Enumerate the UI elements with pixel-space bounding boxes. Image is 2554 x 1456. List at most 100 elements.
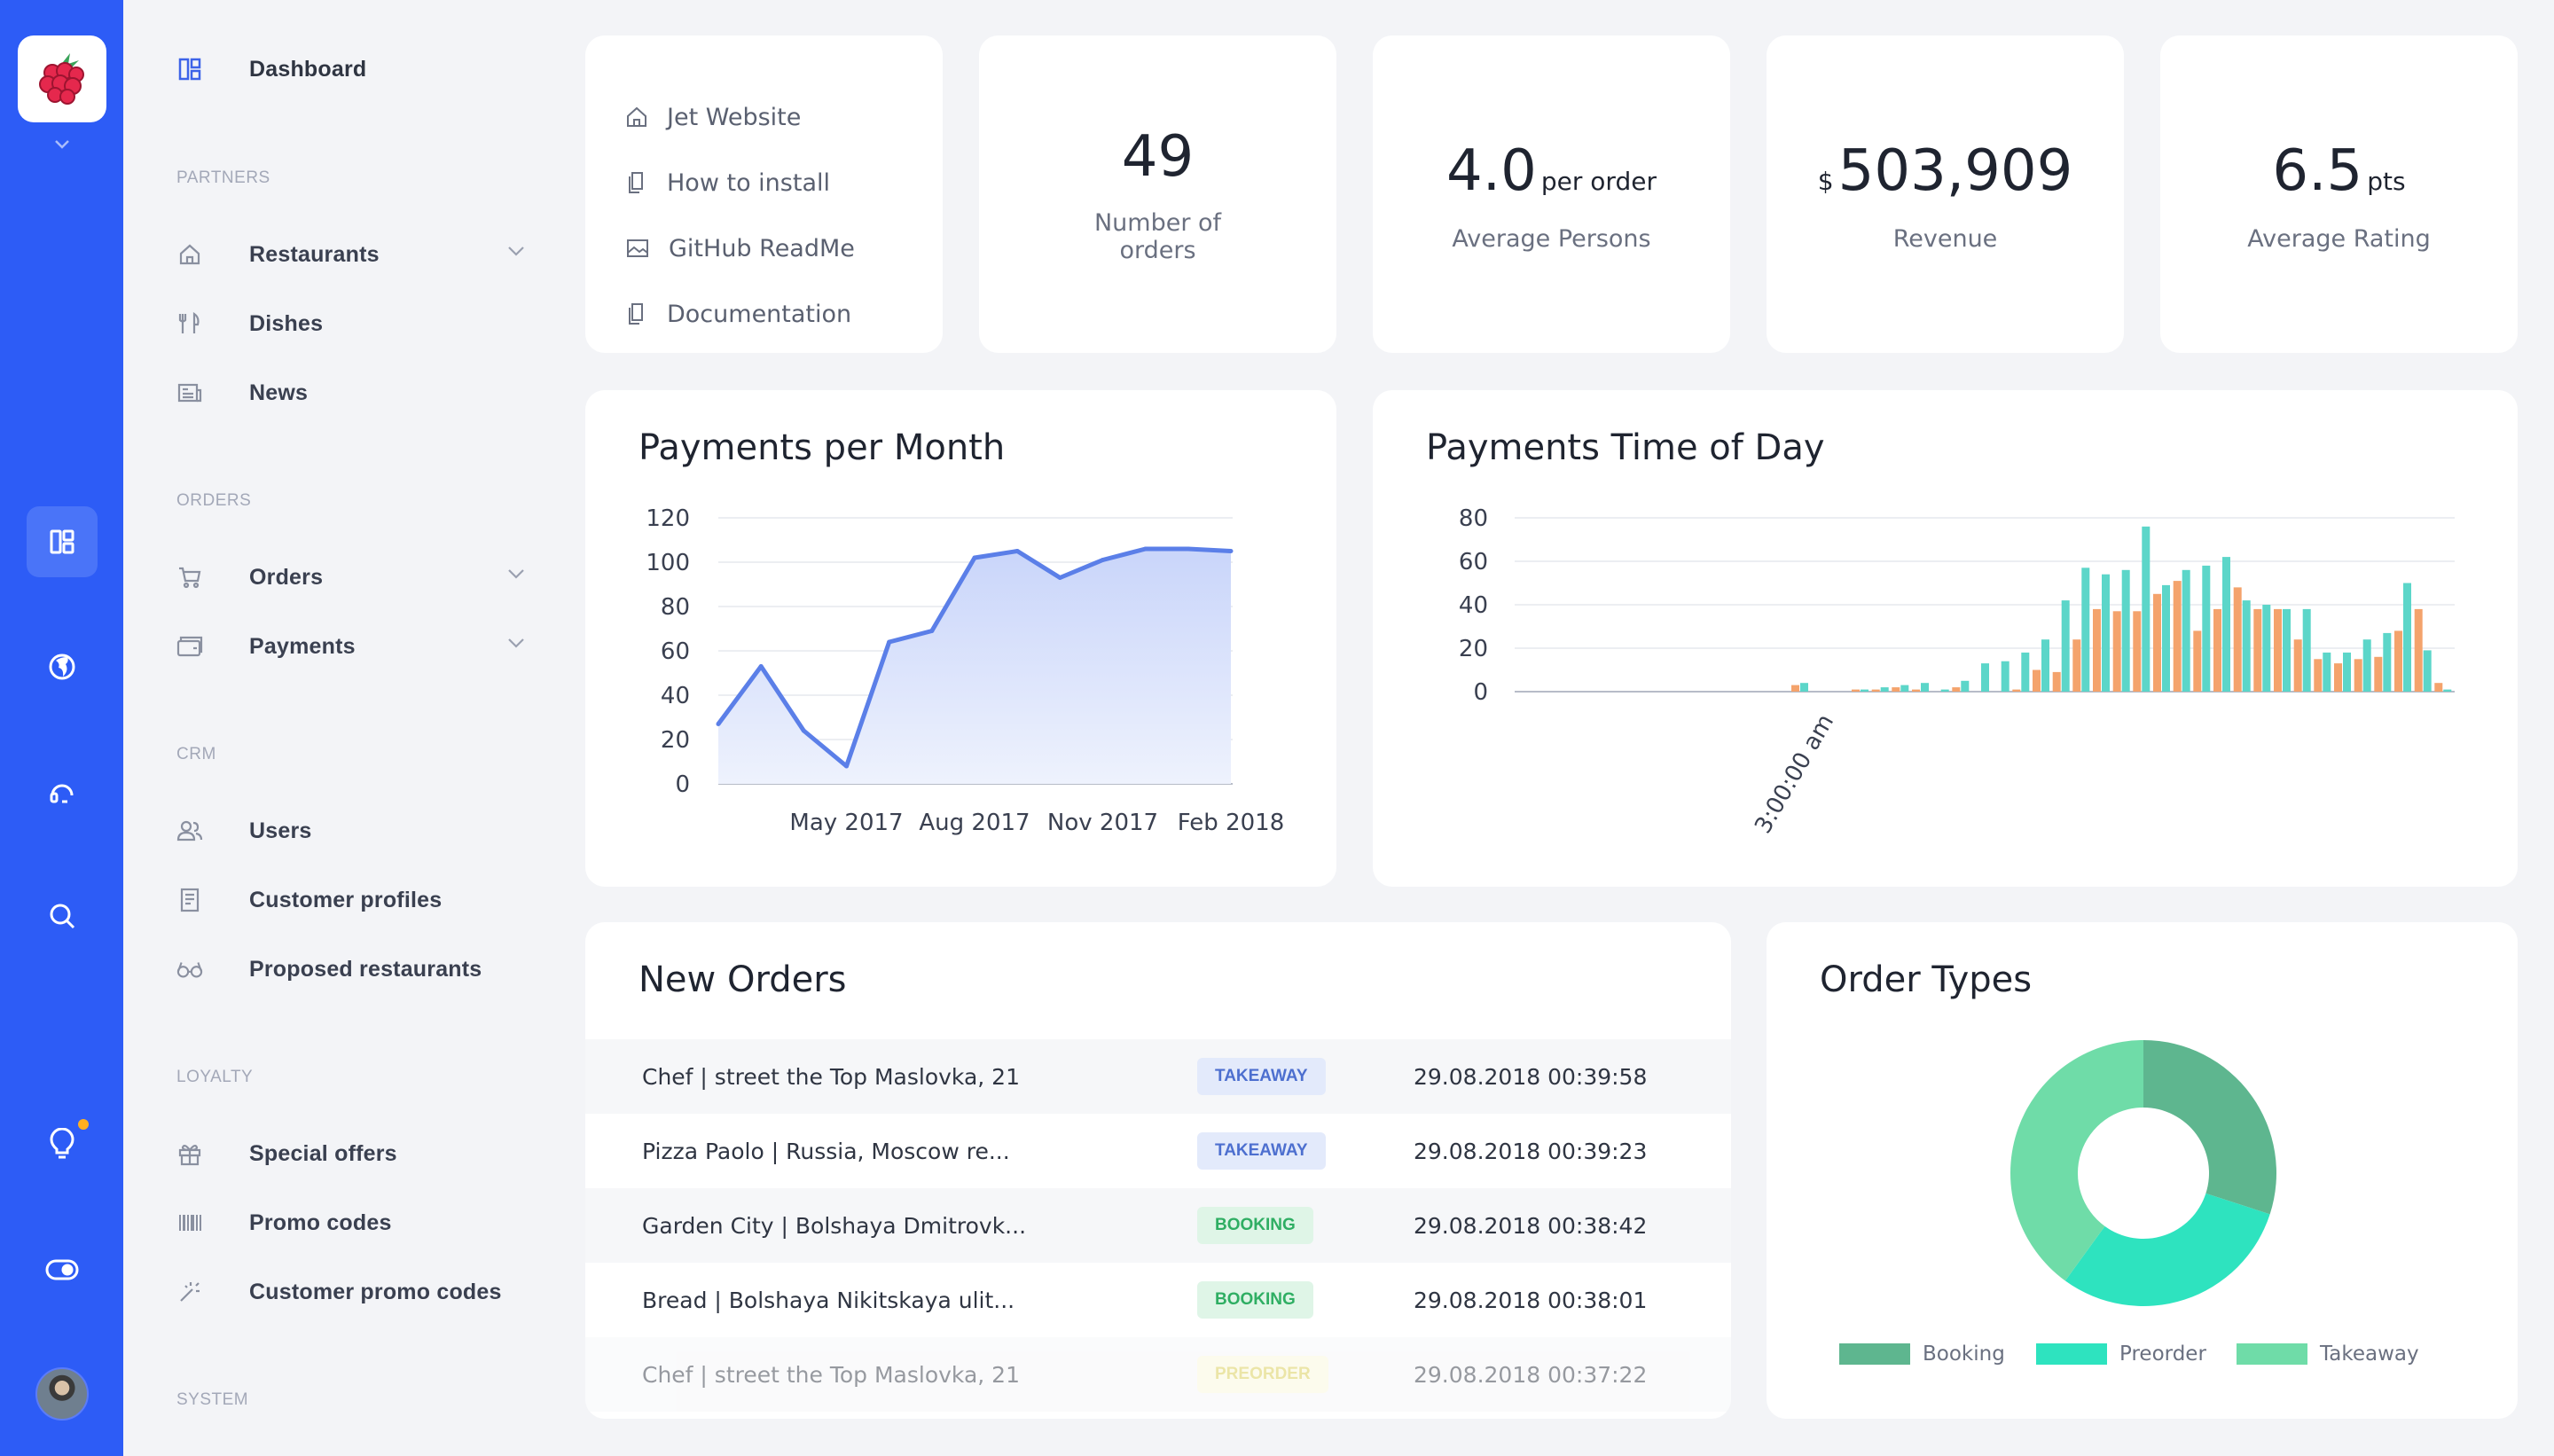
- data-point: [1101, 558, 1105, 562]
- sidebar-item-special-offers[interactable]: Special offers: [176, 1134, 531, 1173]
- bar: [2012, 689, 2021, 692]
- x-tick-label: Nov 2017: [1047, 810, 1158, 836]
- y-tick-label: 120: [646, 505, 690, 532]
- bar: [2021, 652, 2030, 692]
- sidebar-item-dishes[interactable]: Dishes: [176, 304, 531, 343]
- legend-preorder[interactable]: Preorder: [2036, 1342, 2206, 1366]
- card-title: Payments per Month: [638, 427, 1006, 468]
- donut-slice-preorder: [2064, 1193, 2270, 1306]
- section-title-loyalty: LOYALTY: [176, 1068, 254, 1086]
- bar: [1861, 689, 1868, 692]
- y-tick-label: 20: [1459, 636, 1488, 662]
- table-row[interactable]: Bread | Bolshaya Nikitskaya ulit... BOOK…: [585, 1263, 1731, 1337]
- sidebar-item-label: Proposed restaurants: [249, 956, 482, 982]
- home-icon: [627, 106, 646, 127]
- link-jet-website[interactable]: Jet Website: [626, 99, 801, 135]
- sidebar-item-label: Dashboard: [249, 56, 367, 82]
- table-row[interactable]: Pizza Paolo | Russia, Moscow re... TAKEA…: [585, 1114, 1731, 1188]
- sidebar-item-customer-promo-codes[interactable]: Customer promo codes: [176, 1272, 531, 1311]
- dashboard-icon[interactable]: [27, 506, 98, 577]
- cutlery-icon: [176, 310, 203, 337]
- bar: [2283, 608, 2291, 692]
- bar: [2302, 608, 2311, 692]
- sidebar-nav: Dashboard PARTNERS Restaurants Dishes Ne…: [123, 0, 556, 1456]
- order-time: 29.08.2018 00:37:22: [1414, 1361, 1648, 1388]
- sidebar-item-news[interactable]: News: [176, 373, 531, 412]
- app-logo[interactable]: [18, 35, 106, 122]
- bar: [2041, 639, 2049, 692]
- stat-card-persons: 4.0 per order Average Persons: [1373, 35, 1730, 353]
- sidebar-item-restaurants[interactable]: Restaurants: [176, 235, 531, 274]
- data-point: [844, 763, 849, 769]
- bar: [1952, 687, 1961, 692]
- data-point: [716, 722, 721, 726]
- y-tick-label: 40: [661, 683, 690, 709]
- sidebar-item-promo-codes[interactable]: Promo codes: [176, 1203, 531, 1242]
- chevron-down-icon[interactable]: [506, 636, 526, 653]
- order-time: 29.08.2018 00:38:42: [1414, 1212, 1648, 1239]
- link-github-readme[interactable]: GitHub ReadMe: [626, 231, 855, 266]
- order-type-badge: PREORDER: [1197, 1356, 1328, 1393]
- bar: [2403, 583, 2411, 692]
- sidebar-item-dashboard[interactable]: Dashboard: [176, 50, 531, 89]
- order-type-badge: TAKEAWAY: [1197, 1132, 1326, 1170]
- chevron-down-icon[interactable]: [506, 567, 526, 583]
- link-documentation[interactable]: Documentation: [626, 296, 851, 332]
- bar: [2133, 611, 2142, 692]
- order-time: 29.08.2018 00:38:01: [1414, 1287, 1648, 1313]
- sidebar-item-payments[interactable]: Payments: [176, 627, 531, 666]
- sidebar-item-orders[interactable]: Orders: [176, 558, 531, 597]
- image-icon: [627, 239, 648, 257]
- sidebar-item-label: Special offers: [249, 1140, 397, 1166]
- bar: [2293, 639, 2302, 692]
- payments-month-card: Payments per Month 0 20 40 60 80 100 120 May 20…: [585, 390, 1336, 887]
- stat-label: Number of orders: [1093, 209, 1222, 264]
- sidebar-item-label: Promo codes: [249, 1209, 392, 1235]
- bar: [2121, 569, 2130, 692]
- bar: [1800, 683, 1808, 692]
- table-row[interactable]: Chef | street the Top Maslovka, 21 TAKEA…: [585, 1039, 1731, 1114]
- sidebar-item-customer-profiles[interactable]: Customer profiles: [176, 881, 531, 920]
- legend-booking[interactable]: Booking: [1839, 1342, 2005, 1366]
- order-restaurant: Chef | street the Top Maslovka, 21: [642, 1063, 1020, 1090]
- barcode-icon: [176, 1209, 203, 1236]
- data-point: [1143, 546, 1148, 552]
- y-tick-label: 60: [661, 638, 690, 665]
- globe-icon[interactable]: [27, 631, 98, 702]
- toggle-icon[interactable]: [27, 1234, 98, 1305]
- link-how-to-install[interactable]: How to install: [626, 165, 830, 200]
- y-tick-label: 0: [1473, 679, 1488, 706]
- wallet-icon: [176, 633, 203, 660]
- sidebar-item-label: Orders: [249, 564, 324, 590]
- y-tick-label: 100: [646, 550, 690, 576]
- stat-value: 49: [1121, 124, 1195, 190]
- table-row[interactable]: Chef | street the Top Maslovka, 21 PREOR…: [585, 1337, 1731, 1412]
- sidebar-item-users[interactable]: Users: [176, 811, 531, 850]
- table-row[interactable]: Garden City | Bolshaya Dmitrovk... BOOKI…: [585, 1188, 1731, 1263]
- bar: [2033, 669, 2041, 692]
- legend-takeaway[interactable]: Takeaway: [2237, 1342, 2419, 1366]
- sidebar-item-proposed-restaurants[interactable]: Proposed restaurants: [176, 950, 531, 989]
- support-icon[interactable]: [27, 756, 98, 827]
- order-restaurant: Chef | street the Top Maslovka, 21: [642, 1361, 1020, 1388]
- lightbulb-icon[interactable]: [27, 1108, 98, 1179]
- avatar[interactable]: [35, 1367, 89, 1421]
- chevron-down-icon[interactable]: [51, 133, 74, 156]
- legend-label: Takeaway: [2320, 1342, 2419, 1366]
- bar: [2081, 568, 2090, 692]
- bar: [2323, 652, 2331, 692]
- stat-label: Revenue: [1892, 225, 1998, 253]
- bar: [2102, 574, 2110, 692]
- raspberry-icon: [39, 53, 84, 105]
- x-tick-label: Feb 2018: [1178, 810, 1284, 836]
- legend-label: Booking: [1923, 1342, 2005, 1366]
- bar: [1921, 683, 1929, 692]
- bar: [1912, 689, 1920, 692]
- search-icon[interactable]: [27, 881, 98, 951]
- bar: [2173, 581, 2182, 692]
- legend-swatch: [2036, 1343, 2107, 1365]
- x-tick-label: 3:00:00 am: [1750, 710, 1839, 839]
- chevron-down-icon[interactable]: [506, 244, 526, 261]
- glasses-icon: [176, 956, 203, 982]
- bar: [1852, 689, 1860, 692]
